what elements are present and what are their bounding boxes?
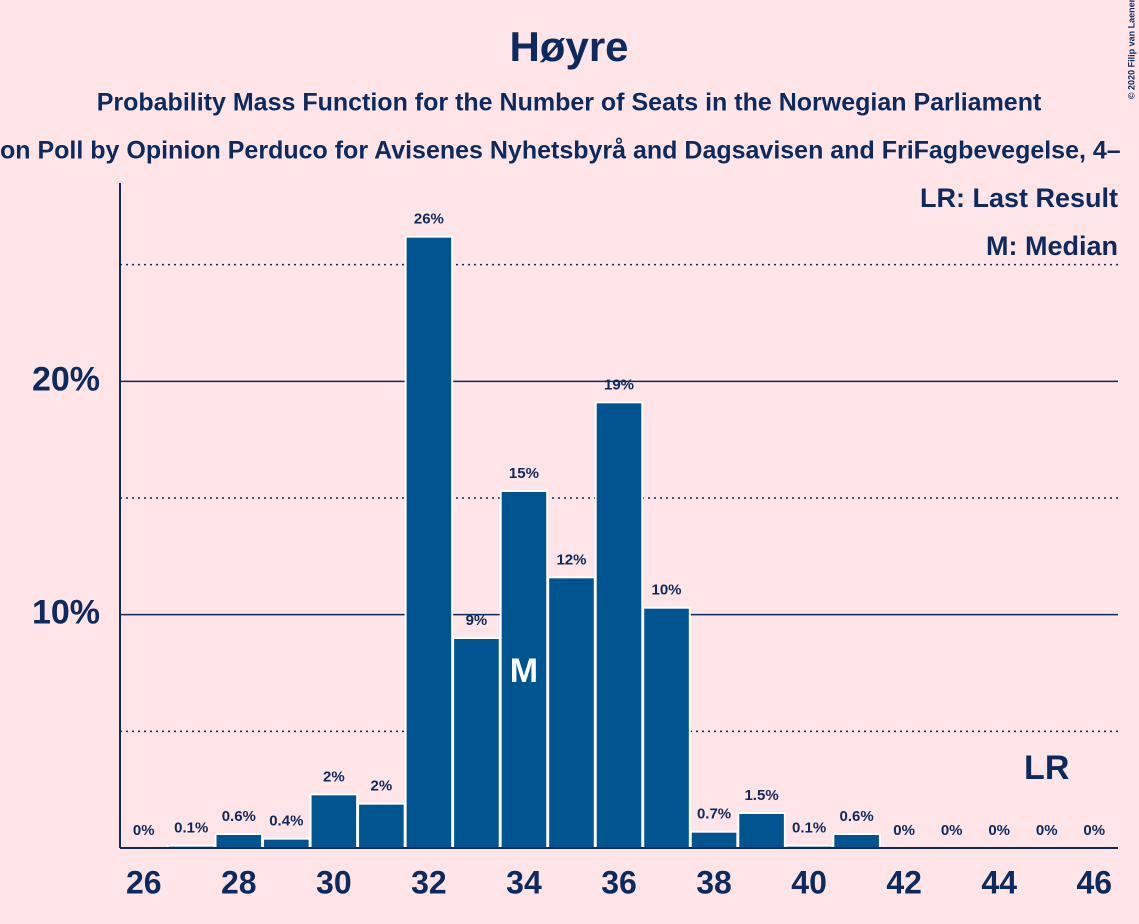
data-label: 12% — [556, 551, 586, 568]
bar — [737, 812, 786, 849]
data-label: 0% — [1036, 822, 1058, 839]
x-tick-label: 40 — [791, 864, 827, 900]
chart-subtitle: on Poll by Opinion Perduco for Avisenes … — [0, 137, 1121, 165]
data-label: 0% — [988, 822, 1010, 839]
data-label: 2% — [371, 778, 393, 795]
annotation: LR — [1024, 749, 1069, 787]
y-tick-label: 20% — [32, 360, 100, 398]
legend-entry: LR: Last Result — [920, 183, 1118, 213]
data-label: 10% — [652, 582, 682, 599]
data-label: 9% — [466, 612, 488, 629]
x-tick-label: 32 — [411, 864, 447, 900]
bar — [214, 833, 264, 849]
data-label: 0.6% — [222, 808, 256, 825]
x-tick-label: 42 — [886, 864, 922, 900]
copyright: © 2020 Filip van Laenen — [1126, 0, 1136, 99]
data-label: 0% — [893, 822, 915, 839]
annotation: M — [510, 652, 538, 690]
data-label: 0% — [1083, 822, 1105, 839]
x-tick-label: 34 — [506, 864, 542, 900]
data-label: 0.4% — [269, 813, 303, 830]
bar — [832, 833, 881, 849]
x-tick-label: 26 — [126, 864, 162, 900]
data-label: 0.7% — [697, 806, 731, 823]
x-tick-label: 30 — [316, 864, 352, 900]
data-label: 0.6% — [840, 808, 874, 825]
x-tick-label: 44 — [981, 864, 1017, 900]
x-tick-label: 46 — [1076, 864, 1112, 900]
bar — [594, 401, 644, 849]
data-label: 19% — [604, 376, 634, 393]
data-label: 15% — [509, 465, 539, 482]
data-label: 0% — [941, 822, 963, 839]
data-label: 26% — [414, 211, 444, 228]
bar — [642, 606, 691, 850]
chart-title: Høyre — [509, 23, 628, 70]
chart-subtitle: Probability Mass Function for the Number… — [97, 89, 1042, 117]
bar — [262, 837, 311, 850]
bar — [404, 235, 454, 849]
data-label: 0.1% — [174, 820, 208, 837]
data-label: 0.1% — [792, 820, 826, 837]
bar — [689, 830, 739, 850]
bar — [309, 793, 359, 849]
bar — [499, 490, 549, 849]
data-label: 0% — [133, 822, 155, 839]
bar — [452, 637, 501, 849]
x-tick-label: 36 — [601, 864, 637, 900]
y-tick-label: 10% — [32, 594, 100, 632]
data-label: 2% — [323, 768, 345, 785]
x-tick-label: 38 — [696, 864, 732, 900]
data-label: 1.5% — [744, 787, 778, 804]
x-tick-label: 28 — [221, 864, 257, 900]
bar — [547, 576, 596, 849]
legend-entry: M: Median — [986, 231, 1118, 261]
bar — [357, 802, 406, 850]
